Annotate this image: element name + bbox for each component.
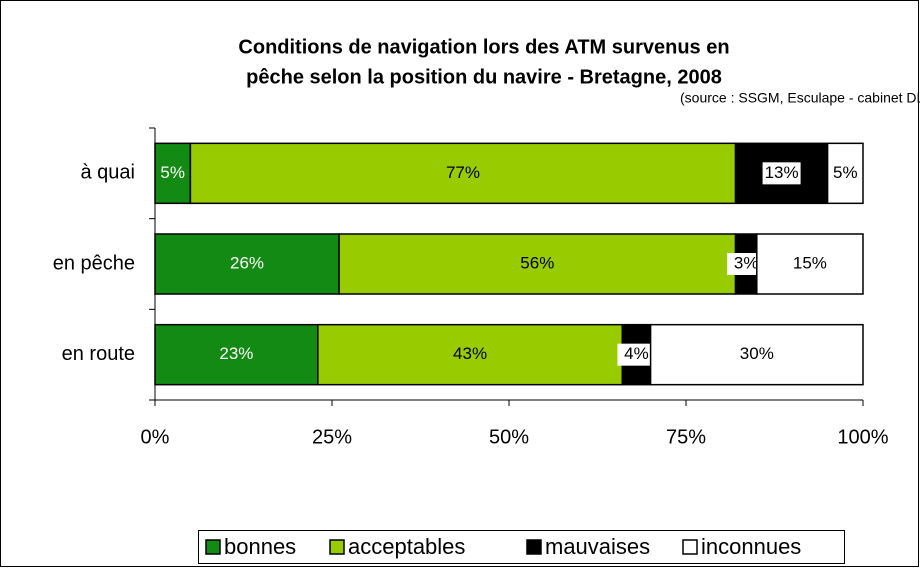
chart-title: pêche selon la position du navire - Bret…	[246, 66, 722, 88]
bar-segment	[649, 323, 864, 386]
legend-label: bonnes	[224, 534, 296, 559]
legend-box	[198, 530, 845, 564]
legend-label: mauvaises	[545, 534, 650, 559]
legend-swatch	[205, 539, 221, 555]
x-tick-label: 100%	[837, 426, 888, 448]
data-label: 15%	[793, 253, 827, 272]
legend-label: inconnues	[701, 534, 801, 559]
label-bg	[762, 162, 801, 185]
bar-segment	[154, 233, 340, 295]
legend-swatch	[329, 539, 345, 555]
y-tick-label: en pêche	[53, 252, 135, 274]
data-label: 30%	[740, 344, 774, 363]
legend-swatch	[682, 539, 698, 555]
data-label: 3%	[734, 253, 759, 272]
x-tick-label: 75%	[666, 426, 706, 448]
bar-segment	[756, 233, 864, 295]
bar-segment	[826, 142, 864, 205]
data-label: 43%	[453, 344, 487, 363]
chart-subtitle: (source : SSGM, Esculape - cabinet DL-EE…	[680, 90, 920, 106]
x-tick-label: 0%	[141, 426, 170, 448]
label-bg	[617, 343, 656, 366]
label-bg	[727, 253, 766, 275]
data-label: 56%	[520, 253, 554, 272]
x-tick-label: 25%	[312, 426, 352, 448]
data-label: 77%	[446, 163, 480, 182]
data-label: 13%	[765, 163, 799, 182]
data-label: 26%	[230, 253, 264, 272]
y-tick-label: en route	[62, 343, 135, 365]
bar-segment	[154, 323, 319, 386]
x-tick-label: 50%	[489, 426, 529, 448]
chart-title: Conditions de navigation lors des ATM su…	[238, 36, 729, 58]
y-tick-label: à quai	[81, 162, 136, 184]
bar-segment	[189, 142, 737, 205]
legend-swatch	[526, 539, 542, 555]
legend-label: acceptables	[348, 534, 465, 559]
data-label: 4%	[624, 344, 649, 363]
bar-segment	[338, 233, 737, 295]
data-label: 5%	[833, 163, 858, 182]
data-label: 5%	[160, 163, 185, 182]
data-label: 23%	[219, 344, 253, 363]
